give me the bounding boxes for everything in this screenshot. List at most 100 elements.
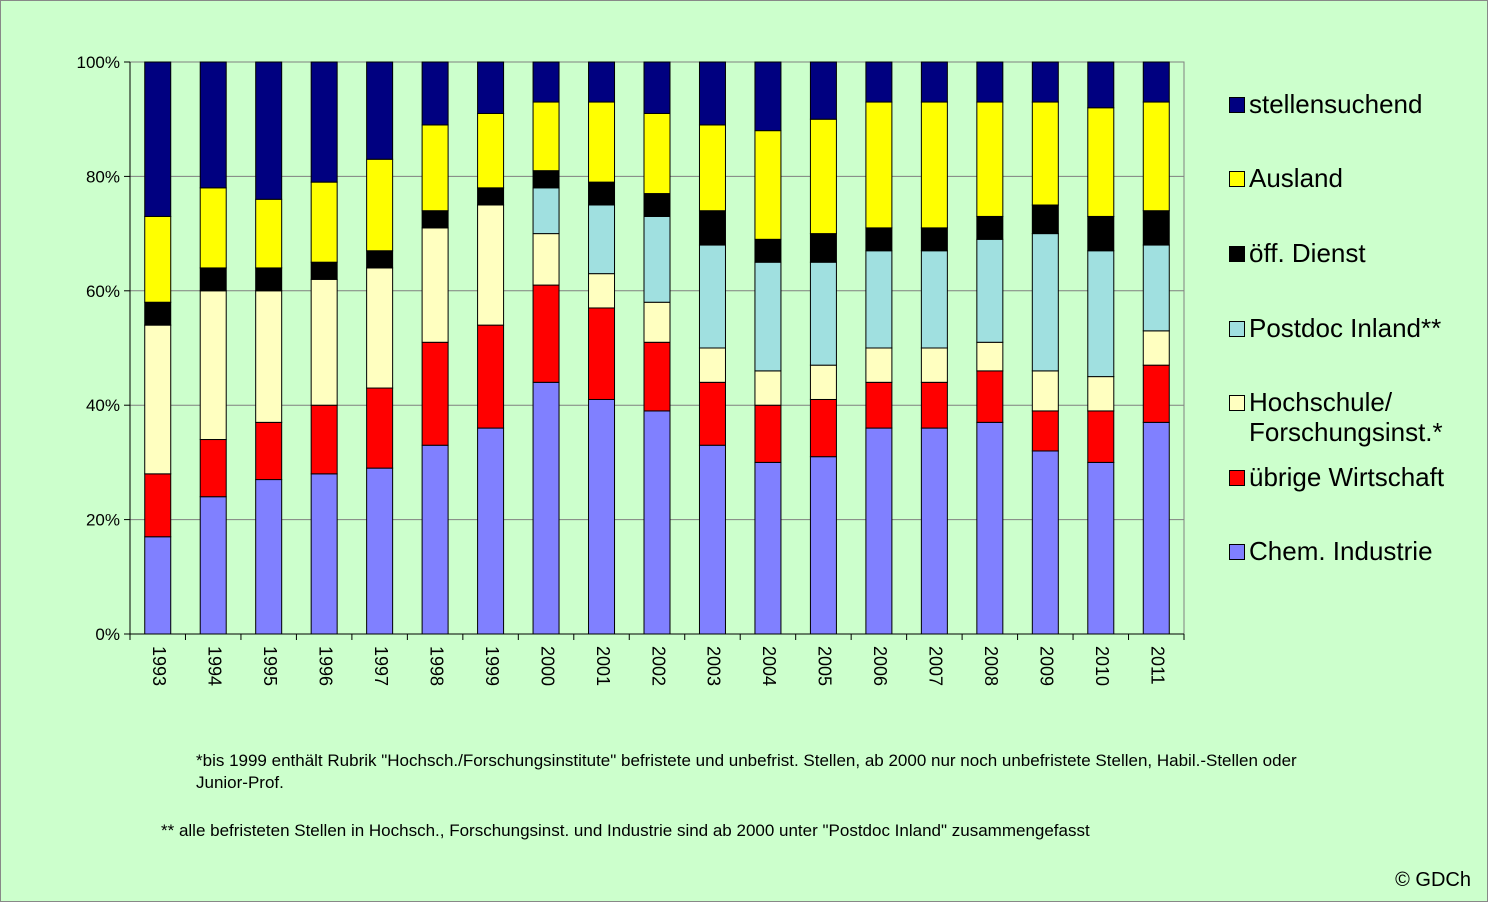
- x-tick-label: 2010: [1092, 646, 1112, 686]
- bar-segment: [588, 204, 616, 275]
- bar-segment: [920, 427, 948, 635]
- footnote: ** alle befristeten Stellen in Hochsch.,…: [161, 821, 1090, 840]
- legend-item: Chem. Industrie: [1229, 536, 1477, 566]
- bar-segment: [588, 101, 616, 183]
- bar-segment: [1087, 376, 1115, 412]
- bar-segment: [310, 404, 338, 475]
- bar-segment: [1142, 101, 1170, 212]
- legend-swatch: [1229, 321, 1245, 337]
- bar-segment: [144, 473, 172, 538]
- bar-segment: [920, 250, 948, 349]
- bar-segment: [865, 250, 893, 349]
- bar-segment: [920, 227, 948, 252]
- y-tick-label: 80%: [86, 167, 120, 186]
- bar-segment: [1087, 215, 1115, 252]
- y-tick-label: 20%: [86, 511, 120, 530]
- bar-segment: [255, 290, 283, 423]
- bar-segment: [643, 215, 671, 303]
- bar-segment: [1031, 204, 1059, 235]
- bar-segment: [754, 404, 782, 463]
- bar-segment: [199, 267, 227, 292]
- bar-segment: [976, 341, 1004, 372]
- legend-item: Postdoc Inland**: [1229, 313, 1477, 343]
- bar-segment: [144, 301, 172, 326]
- bar-segment: [698, 61, 726, 126]
- y-tick-label: 100%: [77, 53, 120, 72]
- x-tick-label: 2006: [870, 646, 890, 686]
- bar-segment: [421, 227, 449, 343]
- legend-item: stellensuchend: [1229, 89, 1477, 119]
- bar-segment: [1142, 421, 1170, 635]
- x-tick-label: 2004: [759, 646, 779, 686]
- legend-label: stellensuchend: [1249, 89, 1423, 119]
- bar-segment: [1031, 450, 1059, 635]
- bar-segment: [477, 324, 505, 429]
- x-tick-label: 1997: [371, 646, 391, 686]
- bar-segment: [809, 118, 837, 235]
- bar-segment: [366, 467, 394, 635]
- bar-segment: [976, 421, 1004, 635]
- bar-segment: [255, 198, 283, 269]
- legend-label: Ausland: [1249, 163, 1343, 193]
- y-tick-label: 0%: [95, 625, 120, 644]
- y-tick-label: 40%: [86, 396, 120, 415]
- x-tick-label: 2003: [704, 646, 724, 686]
- x-tick-label: 2000: [537, 646, 557, 686]
- bar-segment: [421, 341, 449, 446]
- bar-segment: [477, 427, 505, 635]
- bar-segment: [865, 227, 893, 252]
- bar-segment: [1031, 370, 1059, 412]
- bar-segment: [144, 536, 172, 635]
- bar-segment: [643, 301, 671, 343]
- bar-segment: [754, 238, 782, 263]
- bar-segment: [1031, 61, 1059, 103]
- bar-segment: [865, 381, 893, 429]
- bar-segment: [477, 61, 505, 114]
- bar-segment: [588, 398, 616, 635]
- bar-segment: [1031, 101, 1059, 206]
- bar-segment: [310, 473, 338, 635]
- x-tick-label: 2009: [1037, 646, 1057, 686]
- bar-segment: [643, 112, 671, 195]
- bar-segment: [1031, 410, 1059, 452]
- bar-segment: [532, 101, 560, 172]
- bar-segment: [532, 284, 560, 383]
- legend-item: Hochschule/ Forschungsinst.*: [1229, 387, 1477, 447]
- footnote: *bis 1999 enthält Rubrik "Hochsch./Forsc…: [196, 751, 1297, 792]
- bar-segment: [754, 261, 782, 372]
- legend-swatch: [1229, 395, 1245, 411]
- legend-item: öff. Dienst: [1229, 238, 1477, 268]
- bar-segment: [976, 238, 1004, 343]
- bar-segment: [976, 61, 1004, 103]
- bar-segment: [643, 193, 671, 217]
- bar-segment: [809, 456, 837, 635]
- bar-segment: [754, 61, 782, 132]
- bar-segment: [698, 124, 726, 212]
- bar-segment: [809, 261, 837, 366]
- bar-segment: [199, 439, 227, 498]
- legend-item: übrige Wirtschaft: [1229, 462, 1477, 492]
- bar-segment: [144, 324, 172, 475]
- bar-segment: [477, 187, 505, 206]
- bar-segment: [366, 61, 394, 160]
- bar-segment: [255, 421, 283, 481]
- legend-label: Chem. Industrie: [1249, 536, 1433, 566]
- bar-segment: [532, 187, 560, 235]
- y-tick-label: 60%: [86, 282, 120, 301]
- x-tick-label: 2007: [926, 646, 946, 686]
- bar-segment: [477, 204, 505, 326]
- bar-segment: [754, 370, 782, 406]
- bar-segment: [809, 233, 837, 263]
- bar-segment: [1087, 461, 1115, 635]
- bar-segment: [920, 101, 948, 229]
- legend-label: übrige Wirtschaft: [1249, 462, 1445, 492]
- x-tick-label: 2001: [593, 646, 613, 686]
- bar-segment: [1087, 61, 1115, 109]
- bar-segment: [199, 290, 227, 441]
- bar-segment: [532, 233, 560, 286]
- legend-swatch: [1229, 470, 1245, 486]
- bar-segment: [1142, 210, 1170, 246]
- bar-segment: [976, 370, 1004, 423]
- x-tick-label: 1999: [482, 646, 502, 686]
